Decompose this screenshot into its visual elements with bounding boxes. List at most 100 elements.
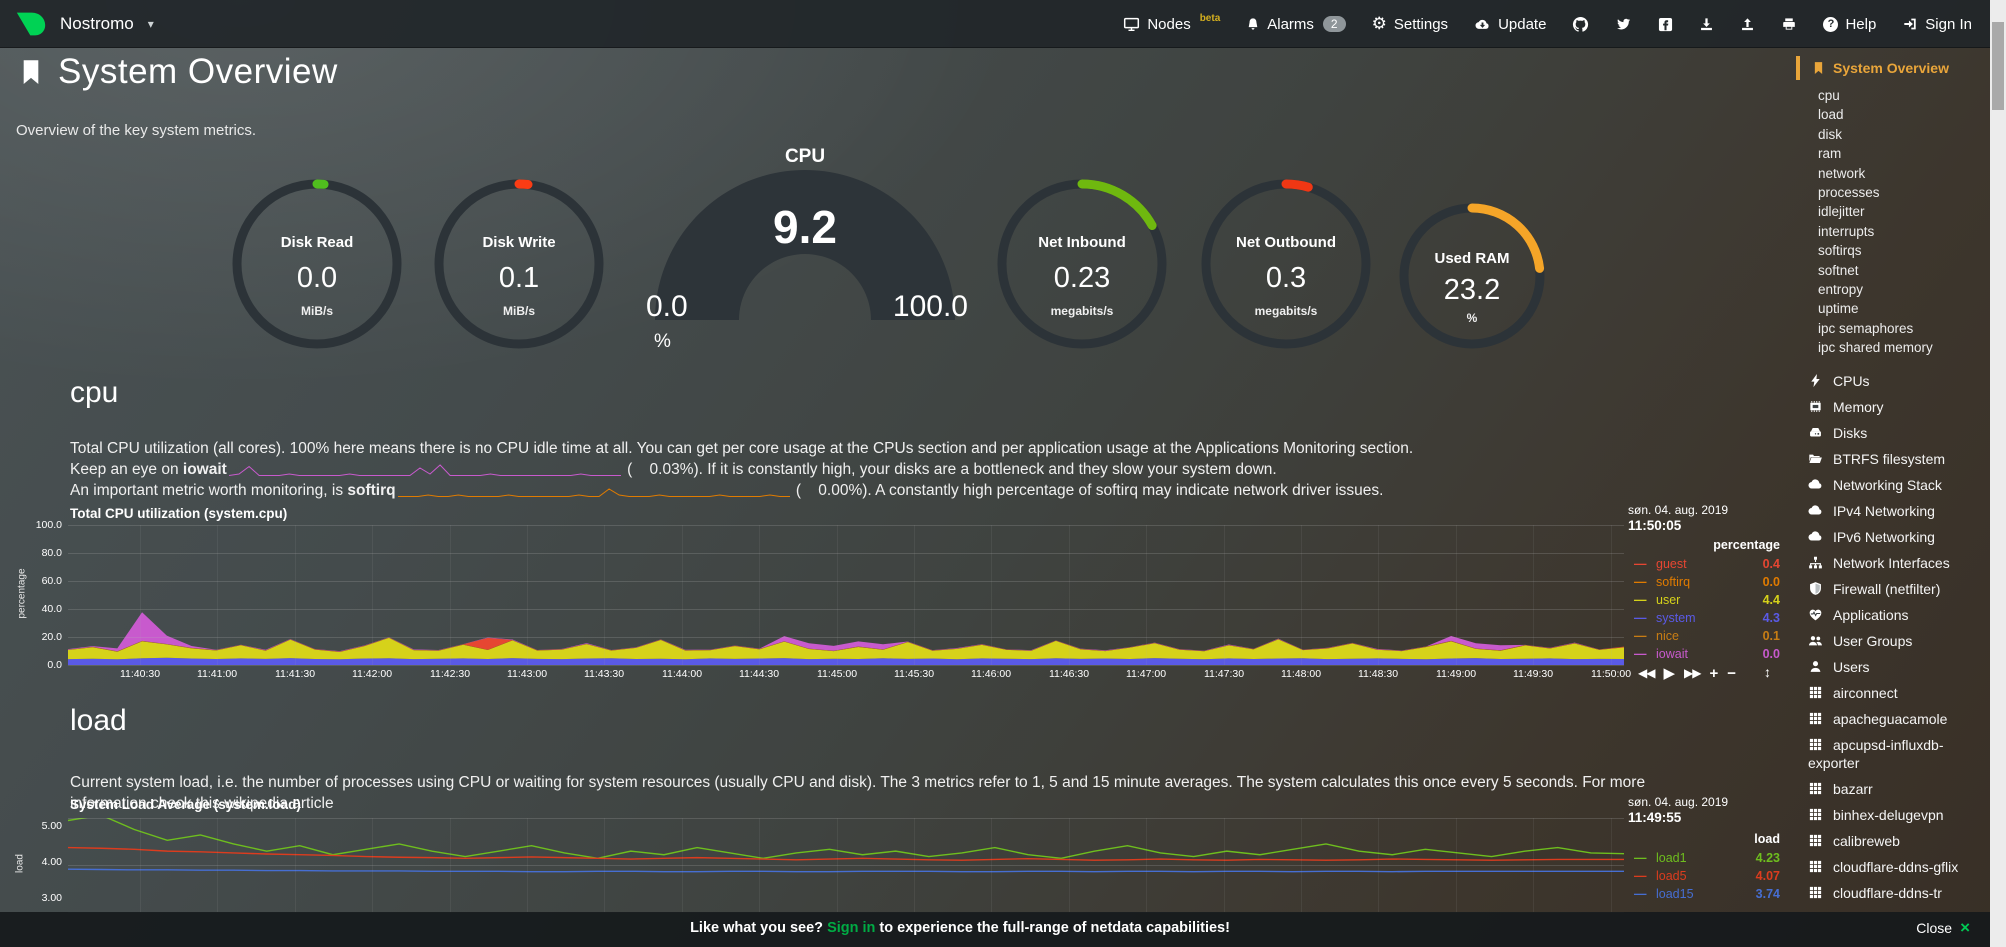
sidebar-item-airconnect[interactable]: airconnect — [1796, 680, 1990, 706]
sidebar-item-apcupsd-influxdb-exporter[interactable]: apcupsd-influxdb-exporter — [1796, 732, 1990, 776]
signin-button[interactable]: Sign In — [1902, 16, 1972, 33]
legend-row[interactable]: — load15 3.74 — [1634, 885, 1780, 903]
gridline — [68, 818, 1624, 819]
cloud-download-icon — [1474, 17, 1491, 32]
sidebar-item-binhex-delugevpn[interactable]: binhex-delugevpn — [1796, 802, 1990, 828]
twitter-button[interactable] — [1615, 17, 1632, 32]
iowait-sparkline[interactable] — [229, 462, 621, 477]
load-chart-plot[interactable] — [68, 818, 1624, 913]
sidebar-item-calibreweb[interactable]: calibreweb — [1796, 828, 1990, 854]
gauge-cpu[interactable]: CPU 9.2 0.0 100.0 % — [640, 146, 970, 363]
sidebar-item-users[interactable]: Users — [1796, 654, 1990, 680]
sidebar-item-cpus[interactable]: CPUs — [1796, 368, 1990, 394]
chevron-down-icon[interactable]: ▾ — [147, 16, 154, 31]
sidebar-item-ipv4-networking[interactable]: IPv4 Networking — [1796, 498, 1990, 524]
gauge-used-ram[interactable]: Used RAM 23.2% — [1396, 200, 1548, 352]
scrollbar-thumb[interactable] — [1992, 22, 2004, 110]
legend-series-value: 4.23 — [1755, 851, 1780, 865]
sidebar-item-cloudflare-ddns-gflix[interactable]: cloudflare-ddns-gflix — [1796, 854, 1990, 880]
legend-row[interactable]: — load1 4.23 — [1634, 849, 1780, 867]
sidebar-item-network-interfaces[interactable]: Network Interfaces — [1796, 550, 1990, 576]
cpu-chart-plot[interactable] — [68, 525, 1624, 666]
facebook-button[interactable] — [1658, 17, 1673, 32]
softirq-sparkline[interactable] — [398, 483, 790, 498]
print-button[interactable] — [1781, 17, 1797, 32]
cpu-chart-date: søn. 04. aug. 2019 — [1628, 503, 1729, 517]
sidebar-subitem-cpu[interactable]: cpu — [1818, 88, 1840, 103]
page-title: System Overview — [18, 52, 338, 92]
gauge-disk-read[interactable]: Disk Read 0.0 MiB/s — [229, 176, 405, 352]
sidebar-subitem-ipc-shared-memory[interactable]: ipc shared memory — [1818, 340, 1933, 356]
sidebar-active-label: System Overview — [1833, 60, 1949, 76]
sidebar-subitem-interrupts[interactable]: interrupts — [1818, 223, 1875, 239]
page-scrollbar[interactable] — [1990, 0, 2006, 947]
legend-swatch: — — [1634, 557, 1647, 571]
gauge-cpu-title: CPU — [784, 146, 826, 167]
sidebar-item-ipv6-networking[interactable]: IPv6 Networking — [1796, 524, 1990, 550]
chart-play-icon[interactable]: ▶ — [1663, 665, 1676, 682]
sidebar-item-applications[interactable]: Applications — [1796, 602, 1990, 628]
chart-zoom-out-icon[interactable]: − — [1727, 664, 1737, 682]
footer-signin-link[interactable]: Sign in — [827, 920, 876, 936]
sidebar-item-label: airconnect — [1833, 684, 1898, 701]
gauge-net-outbound[interactable]: Net Outbound 0.3 megabits/s — [1198, 176, 1374, 352]
sidebar-subitem-ram[interactable]: ram — [1818, 146, 1842, 162]
legend-row[interactable]: — softirq 0.0 — [1634, 573, 1780, 591]
page-subtitle: Overview of the key system metrics. — [16, 122, 257, 139]
sidebar-item-cloudflare-ddns-tr[interactable]: cloudflare-ddns-tr — [1796, 880, 1990, 906]
import-button[interactable] — [1699, 17, 1714, 32]
sidebar-item-label: Networking Stack — [1833, 476, 1942, 493]
legend-row[interactable]: — system 4.3 — [1634, 609, 1780, 627]
gridline — [1456, 818, 1457, 912]
sidebar-subitem-disk[interactable]: disk — [1818, 126, 1843, 142]
gauge-ring — [1201, 179, 1371, 349]
sidebar-item-user-groups[interactable]: User Groups — [1796, 628, 1990, 654]
ytick-label: 80.0 — [41, 547, 62, 559]
footer-close-button[interactable]: Close × — [1916, 919, 1970, 936]
legend-row[interactable]: — user 4.4 — [1634, 591, 1780, 609]
brand[interactable]: Nostromo ▾ — [0, 7, 154, 41]
sidebar-subitem-softnet[interactable]: softnet — [1818, 262, 1859, 278]
sidebar-item-firewall-netfilter-[interactable]: Firewall (netfilter) — [1796, 576, 1990, 602]
hostname[interactable]: Nostromo — [60, 13, 134, 33]
sidebar-item-networking-stack[interactable]: Networking Stack — [1796, 472, 1990, 498]
legend-swatch: — — [1634, 869, 1647, 883]
github-button[interactable] — [1572, 16, 1589, 33]
sidebar-subitem-softirqs[interactable]: softirqs — [1818, 243, 1862, 259]
chart-zoom-in-icon[interactable]: + — [1709, 664, 1719, 682]
gauge-disk-write[interactable]: Disk Write 0.1 MiB/s — [431, 176, 607, 352]
sidebar-subitem-ipc-semaphores[interactable]: ipc semaphores — [1818, 320, 1914, 336]
gauge-net-inbound[interactable]: Net Inbound 0.23 megabits/s — [994, 176, 1170, 352]
legend-swatch: — — [1634, 647, 1647, 661]
legend-row[interactable]: — nice 0.1 — [1634, 627, 1780, 645]
chart-resize-handle-icon[interactable]: ↕ — [1764, 664, 1771, 680]
sidebar-item-btrfs-filesystem[interactable]: BTRFS filesystem — [1796, 446, 1990, 472]
nodes-button[interactable]: Nodes beta — [1123, 13, 1220, 33]
sidebar-subitem-idlejitter[interactable]: idlejitter — [1818, 204, 1865, 220]
sidebar-item-apacheguacamole[interactable]: apacheguacamole — [1796, 706, 1990, 732]
top-navigation: Nodes beta Alarms 2 ⚙ Settings Update — [1123, 0, 1972, 48]
chart-forward-icon[interactable]: ▶▶ — [1684, 666, 1701, 680]
sidebar-subitem-entropy[interactable]: entropy — [1818, 282, 1864, 298]
update-button[interactable]: Update — [1474, 16, 1546, 33]
sidebar-subitem-uptime[interactable]: uptime — [1818, 301, 1859, 317]
export-button[interactable] — [1740, 17, 1755, 32]
chart-backward-icon[interactable]: ◀◀ — [1638, 666, 1655, 680]
sidebar-subitem-processes[interactable]: processes — [1818, 185, 1880, 201]
legend-row[interactable]: — load5 4.07 — [1634, 867, 1780, 885]
sidebar-item-memory[interactable]: Memory — [1796, 394, 1990, 420]
sign-in-icon — [1902, 17, 1918, 31]
alarms-button[interactable]: Alarms 2 — [1246, 16, 1346, 33]
sidebar-item-bazarr[interactable]: bazarr — [1796, 776, 1990, 802]
sidebar-subitem-network[interactable]: network — [1818, 165, 1866, 181]
help-button[interactable]: ? Help — [1823, 16, 1876, 33]
load-chart-title: System Load Average (system.load) — [70, 797, 301, 812]
legend-row[interactable]: — iowait 0.0 — [1634, 645, 1780, 663]
settings-button[interactable]: ⚙ Settings — [1372, 14, 1448, 34]
ytick-label: 0.0 — [47, 659, 62, 671]
sidebar-item-disks[interactable]: Disks — [1796, 420, 1990, 446]
sidebar-item-system-overview[interactable]: System Overview — [1796, 56, 1990, 80]
ytick-label: 100.0 — [35, 519, 62, 531]
legend-row[interactable]: — guest 0.4 — [1634, 555, 1780, 573]
sidebar-subitem-load[interactable]: load — [1818, 107, 1844, 123]
